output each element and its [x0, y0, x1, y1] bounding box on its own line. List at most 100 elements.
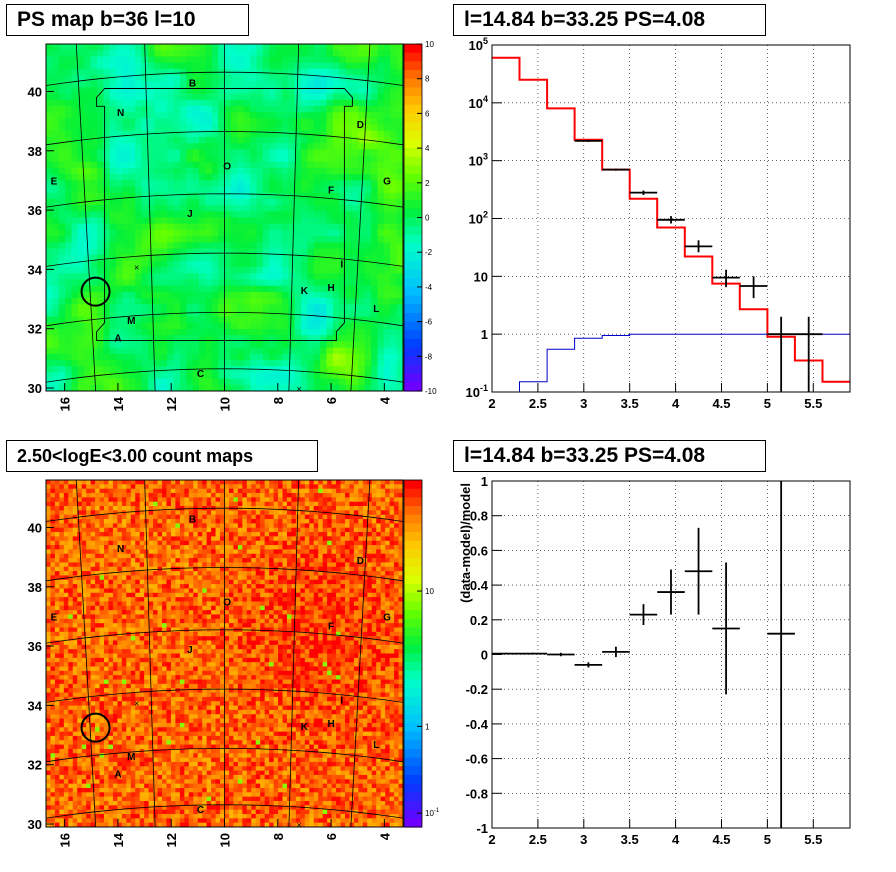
map-pixel — [71, 192, 79, 200]
map-pixel — [288, 335, 296, 343]
map-pixel — [63, 783, 69, 789]
map-pixel — [294, 136, 302, 144]
map-pixel — [192, 198, 200, 206]
map-pixel — [130, 480, 136, 485]
map-pixel — [46, 341, 53, 349]
map-pixel — [84, 347, 92, 355]
map-pixel — [95, 753, 101, 759]
map-pixel — [63, 562, 69, 568]
map-pixel — [58, 285, 66, 293]
map-pixel — [121, 558, 127, 564]
map-pixel — [148, 112, 155, 119]
map-pixel — [154, 93, 162, 101]
map-pixel — [116, 260, 124, 268]
map-pixel — [326, 112, 334, 119]
map-pixel — [68, 506, 74, 511]
map-pixel — [390, 44, 398, 51]
map-pixel — [104, 575, 110, 581]
map-pixel — [126, 657, 132, 663]
map-pixel — [179, 267, 187, 274]
map-pixel — [117, 735, 123, 741]
map-pixel — [179, 254, 187, 262]
map-pixel — [205, 118, 213, 126]
map-pixel — [90, 484, 96, 490]
map-pixel — [275, 217, 283, 225]
map-pixel — [46, 112, 53, 119]
map-pixel — [65, 143, 73, 150]
map-pixel — [95, 497, 101, 503]
map-pixel — [126, 718, 132, 724]
map-pixel — [130, 757, 136, 763]
map-pixel — [99, 774, 105, 780]
map-pixel — [122, 360, 130, 367]
map-pixel — [320, 260, 328, 268]
map-pixel — [52, 285, 60, 293]
map-pixel — [320, 366, 328, 374]
map-pixel — [230, 211, 238, 219]
map-pixel — [109, 93, 117, 101]
map-pixel — [141, 93, 149, 101]
map-pixel — [77, 735, 83, 741]
map-pixel — [90, 657, 96, 663]
map-pixel — [99, 484, 105, 490]
map-pixel — [117, 549, 123, 555]
map-pixel — [173, 322, 181, 330]
map-pixel — [86, 501, 92, 507]
map-pixel — [117, 748, 123, 754]
map-pixel — [54, 618, 60, 624]
map-pixel — [54, 601, 60, 607]
map-pixel — [50, 566, 56, 572]
map-pixel — [77, 675, 83, 681]
map-pixel — [186, 87, 194, 95]
map-pixel — [352, 74, 359, 82]
map-pixel — [199, 149, 206, 157]
map-pixel — [294, 167, 302, 175]
map-pixel — [90, 766, 96, 772]
map-pixel — [117, 688, 123, 694]
map-pixel — [46, 575, 52, 581]
map-pixel — [128, 155, 136, 163]
map-pixel — [179, 105, 187, 113]
map-pixel — [179, 192, 187, 200]
map-pixel — [281, 136, 289, 144]
map-pixel — [71, 68, 79, 76]
map-pixel — [46, 592, 52, 598]
map-pixel — [211, 378, 219, 386]
map-pixel — [154, 186, 162, 194]
map-pixel — [358, 44, 366, 51]
map-pixel — [108, 540, 114, 546]
map-pixel — [186, 273, 194, 281]
map-pixel — [50, 740, 56, 746]
map-pixel — [122, 167, 130, 175]
map-pixel — [128, 118, 136, 126]
map-pixel — [199, 304, 206, 312]
map-pixel — [116, 322, 124, 330]
map-pixel — [281, 298, 289, 305]
map-pixel — [179, 291, 187, 299]
map-pixel — [77, 74, 85, 82]
map-pixel — [109, 335, 117, 343]
map-pixel — [364, 50, 372, 57]
map-pixel — [109, 99, 117, 107]
map-pixel — [281, 211, 289, 219]
map-pixel — [46, 523, 52, 529]
map-pixel — [128, 124, 136, 132]
map-pixel — [68, 666, 74, 672]
map-pixel — [167, 186, 175, 194]
map-pixel — [307, 329, 315, 336]
map-pixel — [59, 718, 65, 724]
map-pixel — [160, 236, 168, 243]
map-pixel — [275, 174, 283, 181]
map-pixel — [230, 118, 238, 126]
map-pixel — [320, 242, 328, 250]
map-pixel — [99, 644, 105, 650]
map-pixel — [294, 217, 302, 225]
map-pixel — [46, 493, 52, 498]
map-pixel — [371, 335, 379, 343]
map-pixel — [126, 696, 132, 702]
map-pixel — [54, 744, 60, 750]
map-pixel — [116, 130, 124, 138]
map-pixel — [63, 657, 69, 663]
map-pixel — [358, 87, 366, 95]
map-pixel — [199, 254, 206, 262]
